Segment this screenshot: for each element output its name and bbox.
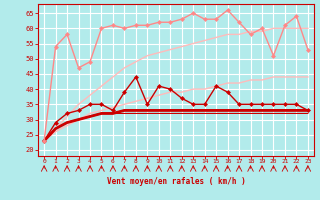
X-axis label: Vent moyen/en rafales ( km/h ): Vent moyen/en rafales ( km/h )	[107, 177, 245, 186]
